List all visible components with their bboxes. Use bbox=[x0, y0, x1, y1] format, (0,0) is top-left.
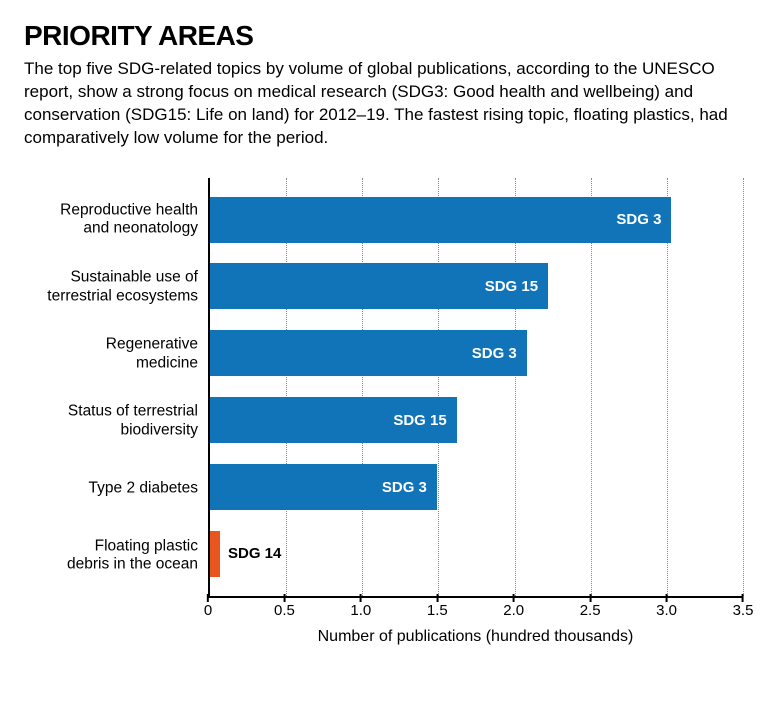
category-label: Reproductive healthand neonatology bbox=[60, 201, 198, 238]
x-tick: 3.5 bbox=[733, 602, 754, 619]
x-axis-ticks: 00.51.01.52.02.53.03.5 bbox=[208, 598, 743, 622]
bar-sdg-label: SDG 14 bbox=[228, 545, 281, 562]
category-label: Floating plasticdebris in the ocean bbox=[67, 537, 198, 574]
x-tick-label: 2.0 bbox=[503, 602, 524, 619]
gridline bbox=[743, 178, 744, 596]
x-tick: 2.5 bbox=[580, 602, 601, 619]
bar: SDG 3 bbox=[210, 197, 671, 243]
bar-sdg-label: SDG 3 bbox=[382, 479, 427, 496]
x-tick-label: 3.5 bbox=[733, 602, 754, 619]
x-tick-label: 1.0 bbox=[350, 602, 371, 619]
plot-area: SDG 3 SDG 15 SDG 3 SDG 15 SDG 3 SDG 14 bbox=[208, 178, 743, 598]
x-tick: 2.0 bbox=[503, 602, 524, 619]
category-label: Sustainable use ofterrestrial ecosystems bbox=[47, 268, 198, 305]
x-tick-label: 0.5 bbox=[274, 602, 295, 619]
x-axis-label: Number of publications (hundred thousand… bbox=[208, 628, 743, 646]
category-label: Type 2 diabetes bbox=[89, 479, 198, 498]
x-tick-label: 1.5 bbox=[427, 602, 448, 619]
bar: SDG 3 bbox=[210, 330, 527, 376]
chart-title: PRIORITY AREAS bbox=[24, 20, 743, 52]
chart-subtitle: The top five SDG-related topics by volum… bbox=[24, 58, 743, 150]
x-tick: 3.0 bbox=[656, 602, 677, 619]
bar-sdg-label: SDG 15 bbox=[393, 412, 446, 429]
x-tick: 1.0 bbox=[350, 602, 371, 619]
bar: SDG 15 bbox=[210, 263, 548, 309]
x-tick: 0.5 bbox=[274, 602, 295, 619]
bar: SDG 14 bbox=[210, 531, 220, 577]
bar-sdg-label: SDG 3 bbox=[472, 345, 517, 362]
category-label: Status of terrestrialbiodiversity bbox=[68, 403, 198, 440]
x-tick: 0 bbox=[204, 602, 212, 619]
chart: Reproductive healthand neonatology Sustai… bbox=[24, 178, 743, 598]
bar-sdg-label: SDG 3 bbox=[616, 211, 661, 228]
x-tick-label: 0 bbox=[204, 602, 212, 619]
bar: SDG 15 bbox=[210, 397, 457, 443]
bar-sdg-label: SDG 15 bbox=[485, 278, 538, 295]
x-tick-label: 3.0 bbox=[656, 602, 677, 619]
y-axis-labels: Reproductive healthand neonatology Sustai… bbox=[24, 178, 208, 598]
bar: SDG 3 bbox=[210, 464, 437, 510]
x-tick: 1.5 bbox=[427, 602, 448, 619]
category-label: Regenerativemedicine bbox=[106, 336, 198, 373]
x-tick-label: 2.5 bbox=[580, 602, 601, 619]
